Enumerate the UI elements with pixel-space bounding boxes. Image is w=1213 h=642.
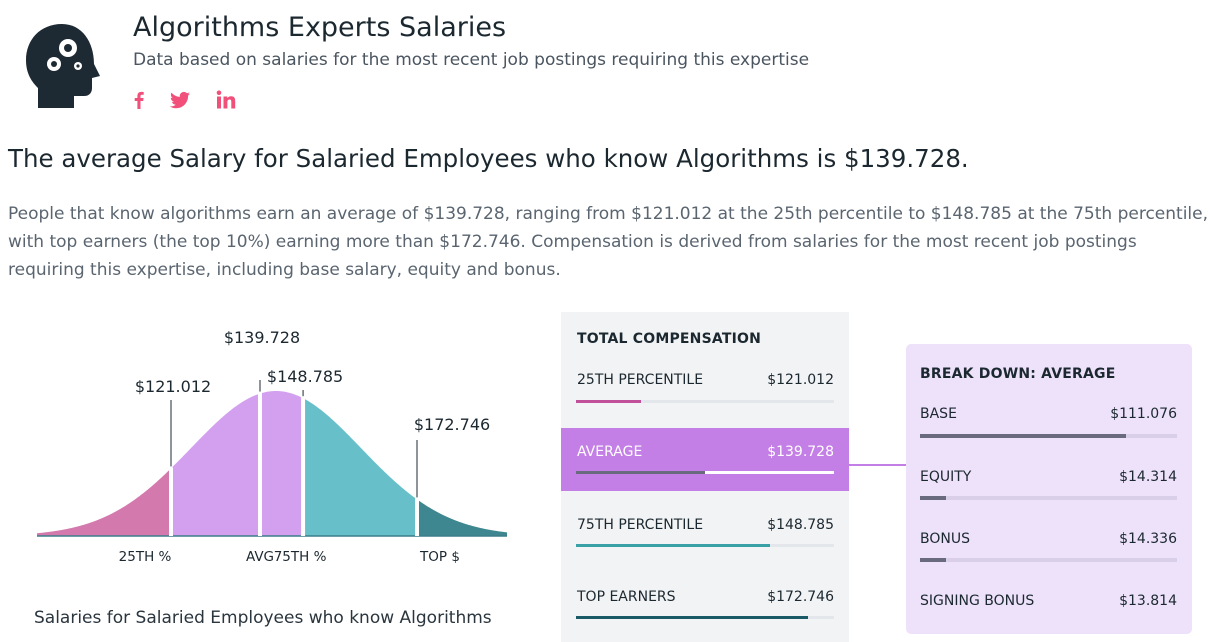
- row-value: $148.785: [767, 517, 834, 533]
- breakdown-heading: BREAK DOWN: AVERAGE: [920, 366, 1116, 382]
- progress-fill: [920, 434, 1126, 438]
- progress-fill: [920, 496, 946, 500]
- row-label: TOP EARNERS: [577, 589, 676, 605]
- progress-track: [920, 496, 1177, 500]
- progress-track: [920, 434, 1177, 438]
- segment-25th-to-75th: [171, 391, 304, 536]
- row-label: 25TH PERCENTILE: [577, 372, 704, 388]
- marker-axis-label: 75TH %: [274, 549, 327, 565]
- breakdown-row-equity: EQUITY $14.314: [906, 459, 1192, 509]
- row-label: SIGNING BONUS: [920, 593, 1035, 609]
- row-value: $139.728: [767, 444, 834, 460]
- total-compensation-heading: TOTAL COMPENSATION: [577, 331, 762, 347]
- row-top-earners[interactable]: TOP EARNERS $172.746: [561, 577, 849, 633]
- row-label: 75TH PERCENTILE: [577, 517, 704, 533]
- salary-description: People that know algorithms earn an aver…: [8, 204, 1209, 280]
- progress-fill: [576, 471, 705, 474]
- row-value: $111.076: [1110, 406, 1177, 422]
- marker-value-label: $148.785: [267, 367, 343, 386]
- average-salary-headline: The average Salary for Salaried Employee…: [8, 144, 969, 173]
- breakdown-panel: BREAK DOWN: AVERAGE BASE $111.076 EQUITY…: [906, 344, 1192, 634]
- twitter-icon[interactable]: [168, 88, 192, 112]
- progress-track: [920, 558, 1177, 562]
- row-value: $13.814: [1119, 593, 1177, 609]
- salary-distribution-chart: $121.012 25TH % $139.728 AVG $148.785 75TH % $…: [37, 328, 507, 565]
- row-25th-percentile[interactable]: 25TH PERCENTILE $121.012: [561, 360, 849, 420]
- brain-gear-icon: [26, 24, 100, 108]
- row-value: $14.314: [1119, 469, 1177, 485]
- progress-track: [576, 544, 834, 547]
- segment-below-25th: [37, 468, 171, 536]
- breakdown-row-bonus: BONUS $14.336: [906, 521, 1192, 571]
- facebook-icon[interactable]: [127, 88, 151, 112]
- row-label: BASE: [920, 406, 957, 422]
- page-subtitle: Data based on salaries for the most rece…: [133, 50, 810, 70]
- chart-caption: Salaries for Salaried Employees who know…: [34, 608, 492, 628]
- progress-track: [576, 471, 834, 474]
- marker-value-label: $139.728: [224, 328, 300, 347]
- row-label: BONUS: [920, 531, 970, 547]
- breakdown-row-base: BASE $111.076: [906, 396, 1192, 446]
- marker-axis-label: TOP $: [419, 549, 460, 565]
- marker-value-label: $172.746: [414, 415, 490, 434]
- row-average[interactable]: AVERAGE $139.728: [561, 428, 849, 491]
- linkedin-icon[interactable]: [214, 88, 238, 112]
- row-value: $172.746: [767, 589, 834, 605]
- row-value: $14.336: [1119, 531, 1177, 547]
- segment-75th-to-top: [303, 398, 417, 536]
- breakdown-connector: [849, 464, 906, 466]
- row-75th-percentile[interactable]: 75TH PERCENTILE $148.785: [561, 505, 849, 565]
- marker-axis-label: AVG: [246, 549, 274, 565]
- page-title: Algorithms Experts Salaries: [133, 12, 507, 43]
- row-label: EQUITY: [920, 469, 972, 485]
- progress-track: [576, 400, 834, 403]
- segment-top-earners: [417, 499, 507, 536]
- breakdown-row-signing-bonus: SIGNING BONUS $13.814: [906, 584, 1192, 624]
- marker-axis-label: 25TH %: [119, 549, 172, 565]
- progress-fill: [576, 616, 809, 619]
- row-label: AVERAGE: [577, 444, 643, 460]
- progress-fill: [576, 544, 770, 547]
- progress-fill: [576, 400, 641, 403]
- progress-track: [576, 616, 834, 619]
- row-value: $121.012: [767, 372, 834, 388]
- marker-value-label: $121.012: [135, 377, 211, 396]
- progress-fill: [920, 558, 946, 562]
